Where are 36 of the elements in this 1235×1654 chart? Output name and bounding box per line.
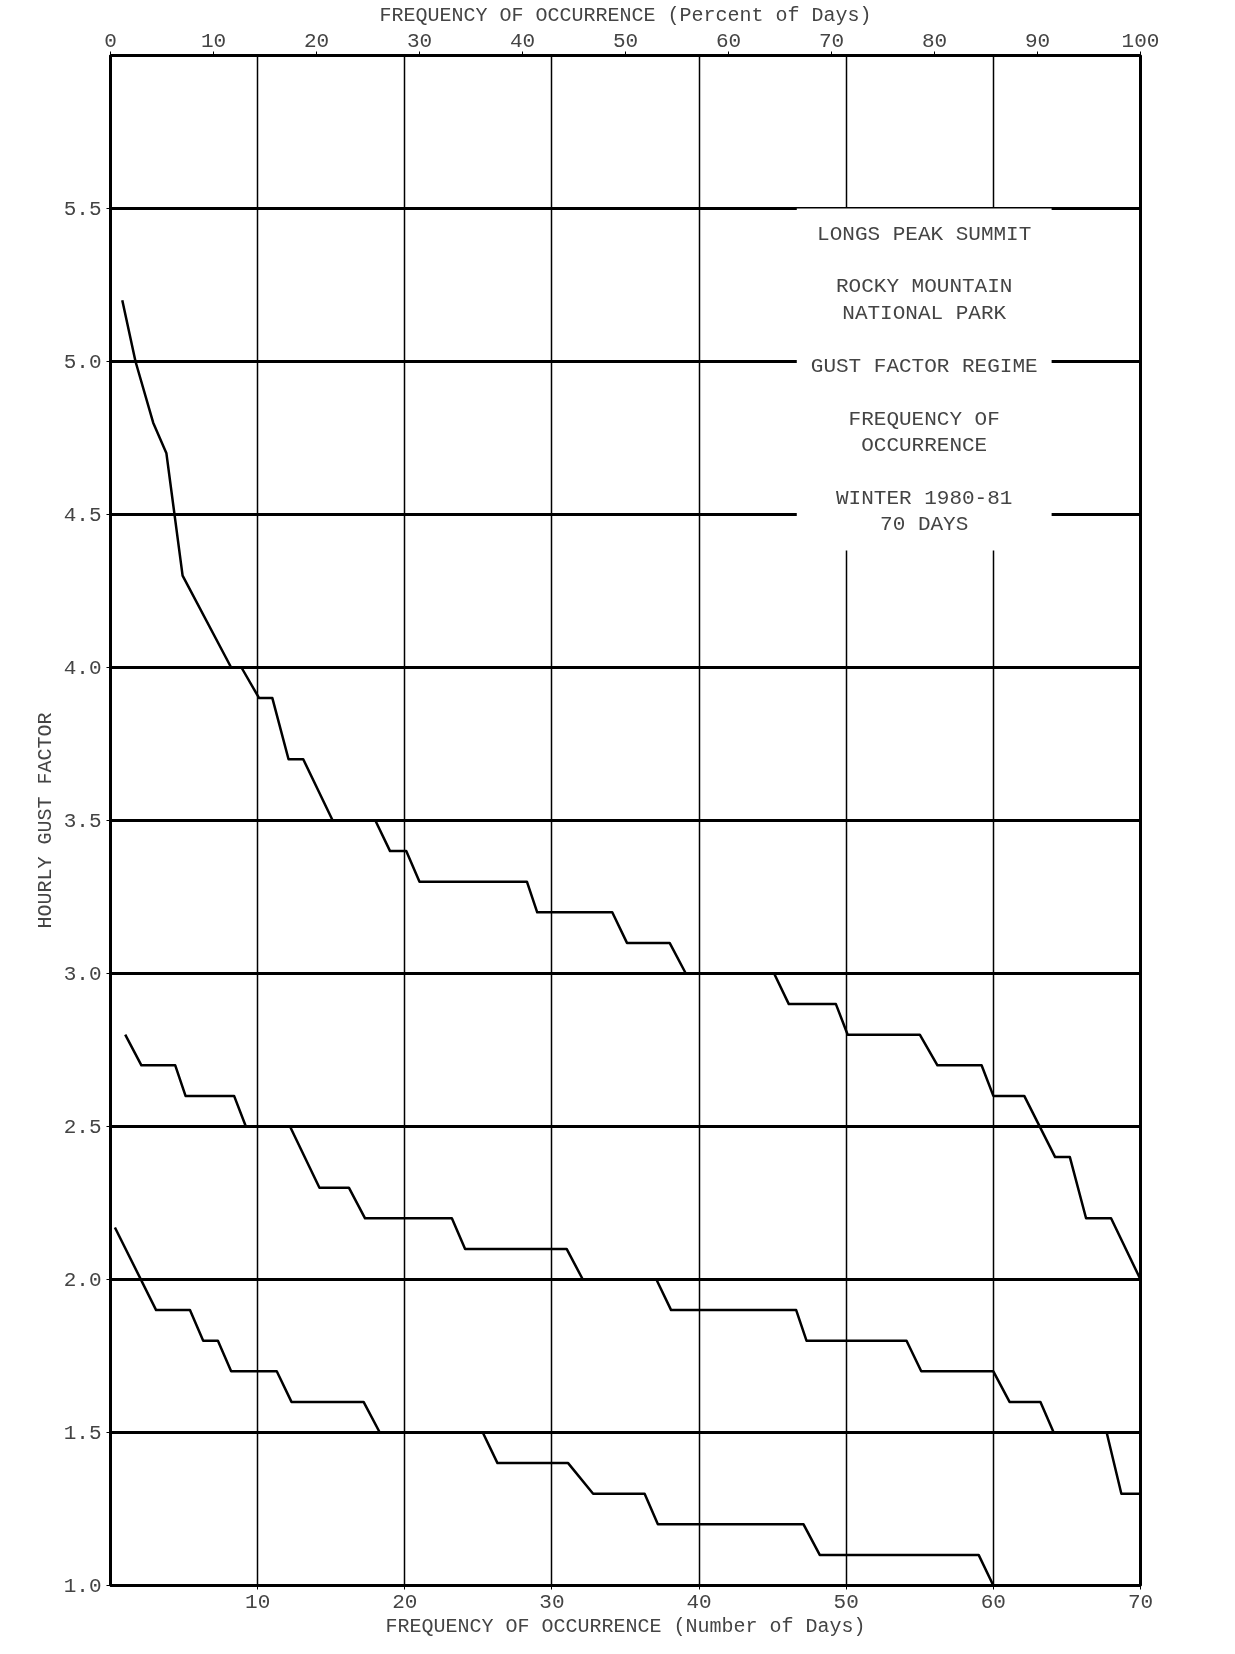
- annotation: LONGS PEAK SUMMIT: [817, 222, 1032, 246]
- x2-tick-label: 80: [921, 29, 948, 53]
- x2-tick-label: 30: [406, 29, 433, 53]
- x2-tick-label: 100: [1121, 29, 1160, 53]
- x-tick-label: 20: [392, 1590, 418, 1614]
- y-tick-label: 2.5: [63, 1116, 102, 1139]
- y-tick-label: 2.0: [63, 1269, 102, 1292]
- annotation: ROCKY MOUNTAIN NATIONAL PARK: [835, 275, 1013, 325]
- y-tick-label: 1.0: [63, 1575, 102, 1598]
- y-tick-label: 5.0: [63, 351, 102, 374]
- x2-tick-label: 10: [200, 29, 227, 53]
- x-axis-title: FREQUENCY OF OCCURRENCE (Number of Days): [385, 1614, 866, 1638]
- x2-tick-label: 20: [303, 29, 330, 53]
- x2-tick-label: 40: [509, 29, 536, 53]
- x-tick-label: 50: [833, 1590, 859, 1614]
- x-tick-label: 70: [1127, 1590, 1154, 1614]
- annotation: GUST FACTOR REGIME: [810, 354, 1038, 378]
- x2-tick-label: 70: [818, 29, 845, 53]
- y-tick-label: 4.5: [63, 504, 102, 527]
- y-axis-title: HOURLY GUST FACTOR: [33, 712, 57, 929]
- x2-tick-label: 50: [612, 29, 639, 53]
- y-tick-label: 5.5: [63, 198, 102, 221]
- x-tick-label: 10: [245, 1590, 271, 1614]
- y-tick-label: 4.0: [63, 657, 102, 680]
- annotation: WINTER 1980-81 70 DAYS: [835, 487, 1013, 537]
- y-tick-label: 3.0: [63, 963, 102, 986]
- x-tick-label: 40: [686, 1590, 712, 1614]
- x2-tick-label: 0: [104, 29, 117, 53]
- x-tick-label: 60: [980, 1590, 1006, 1614]
- y-tick-label: 3.5: [63, 810, 102, 833]
- x2-axis-title: FREQUENCY OF OCCURRENCE (Percent of Days): [379, 3, 872, 27]
- y-tick-label: 1.5: [63, 1422, 102, 1445]
- x2-tick-label: 90: [1024, 29, 1051, 53]
- x-tick-label: 30: [539, 1590, 565, 1614]
- annotation: FREQUENCY OF OCCURRENCE: [848, 407, 1000, 458]
- x2-tick-label: 60: [715, 29, 742, 53]
